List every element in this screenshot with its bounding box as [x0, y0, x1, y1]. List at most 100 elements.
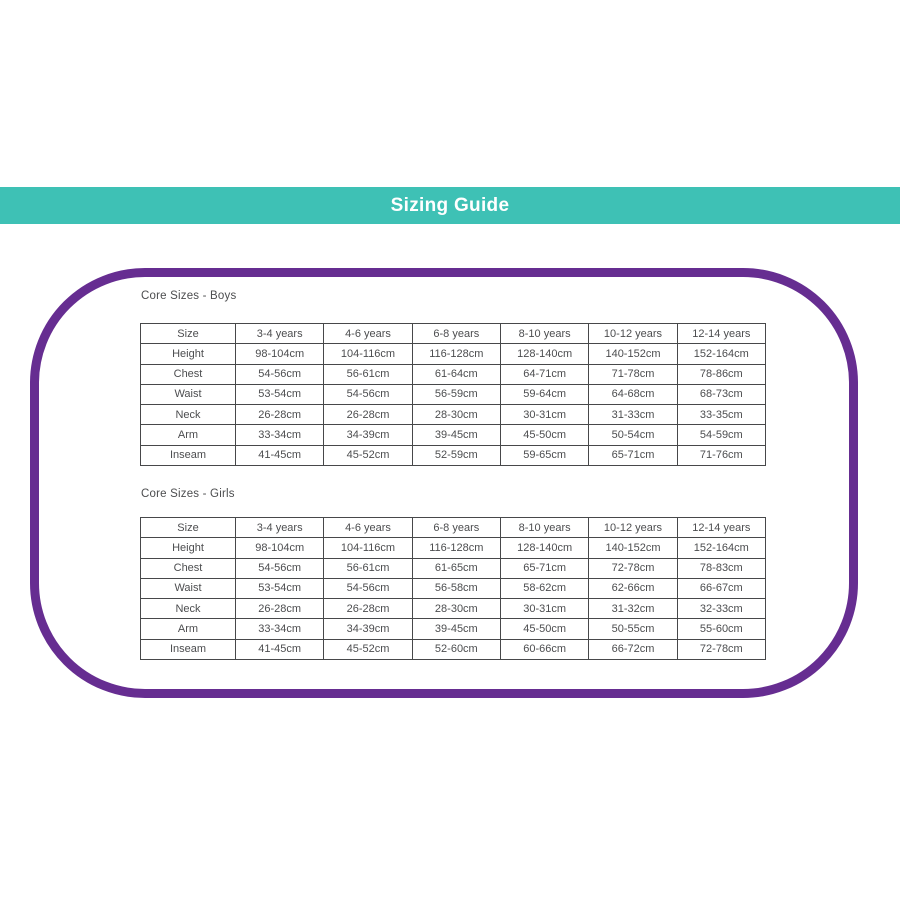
table-cell: 54-56cm [234, 363, 325, 385]
table-cell: 54-59cm [676, 424, 767, 446]
table-cell: 78-86cm [676, 363, 767, 385]
table-cell: 71-78cm [588, 363, 678, 385]
table-cell: 39-45cm [411, 618, 501, 640]
table-header-cell: 8-10 years [499, 322, 590, 345]
table-cell: 59-65cm [499, 444, 590, 467]
table-row: Inseam 41-45cm 45-52cm 52-59cm 59-65cm 65-71c… [140, 444, 767, 467]
table-cell: 32-33cm [676, 598, 767, 620]
page-title: Sizing Guide [390, 194, 510, 216]
row-label-cell: Arm [140, 618, 236, 640]
table-header-cell: 10-12 years [588, 516, 678, 539]
table-cell: 26-28cm [234, 404, 325, 426]
table-cell: 41-45cm [234, 638, 325, 661]
table-cell: 65-71cm [499, 557, 590, 579]
table-row: Waist 53-54cm 54-56cm 56-59cm 59-64cm 64-68cm… [140, 383, 767, 406]
table-cell: 58-62cm [499, 577, 590, 600]
table-cell: 45-52cm [323, 638, 413, 661]
table-header-cell: 12-14 years [676, 516, 767, 539]
table-row: Neck 26-28cm 26-28cm 28-30cm 30-31cm 31-33cm 3… [140, 404, 767, 426]
table-row: Chest 54-56cm 56-61cm 61-65cm 65-71cm 72-78cm… [140, 557, 767, 579]
table-cell: 28-30cm [411, 404, 501, 426]
row-label-cell: Neck [140, 598, 236, 620]
table-cell: 56-59cm [411, 383, 501, 406]
table-cell: 64-71cm [499, 363, 590, 385]
table-cell: 31-33cm [588, 404, 678, 426]
table-cell: 64-68cm [588, 383, 678, 406]
table-header-cell: 4-6 years [323, 322, 413, 345]
table-cell: 104-116cm [323, 343, 413, 365]
table-header-cell: 10-12 years [588, 322, 678, 345]
table-header-cell: 3-4 years [234, 322, 325, 345]
table-cell: 104-116cm [323, 537, 413, 559]
table-cell: 66-72cm [588, 638, 678, 661]
table-cell: 72-78cm [588, 557, 678, 579]
table-cell: 56-58cm [411, 577, 501, 600]
girls-section-title: Core Sizes - Girls [141, 488, 235, 500]
table-cell: 54-56cm [323, 383, 413, 406]
table-row: Height 98-104cm 104-116cm 116-128cm 128-140c… [140, 537, 767, 559]
table-cell: 26-28cm [323, 598, 413, 620]
table-cell: 128-140cm [499, 343, 590, 365]
boys-section-title: Core Sizes - Boys [141, 290, 237, 302]
table-cell: 152-164cm [676, 537, 767, 559]
table-cell: 30-31cm [499, 404, 590, 426]
table-cell: 98-104cm [234, 537, 325, 559]
table-cell: 53-54cm [234, 577, 325, 600]
table-header-cell: 4-6 years [323, 516, 413, 539]
table-header-row: Size 3-4 years 4-6 years 6-8 years 8-10 year… [140, 322, 767, 345]
table-header-cell: 3-4 years [234, 516, 325, 539]
table-cell: 52-60cm [411, 638, 501, 661]
row-label-cell: Inseam [140, 444, 236, 467]
table-cell: 50-54cm [588, 424, 678, 446]
table-cell: 59-64cm [499, 383, 590, 406]
table-cell: 72-78cm [676, 638, 767, 661]
table-cell: 54-56cm [323, 577, 413, 600]
row-label-cell: Height [140, 537, 236, 559]
table-cell: 33-34cm [234, 618, 325, 640]
row-label-cell: Chest [140, 557, 236, 579]
row-label-cell: Height [140, 343, 236, 365]
table-row: Waist 53-54cm 54-56cm 56-58cm 58-62cm 62-66cm… [140, 577, 767, 600]
row-label-cell: Chest [140, 363, 236, 385]
table-cell: 34-39cm [323, 618, 413, 640]
table-cell: 33-35cm [676, 404, 767, 426]
table-header-cell: Size [140, 516, 236, 539]
table-cell: 116-128cm [411, 537, 501, 559]
table-cell: 65-71cm [588, 444, 678, 467]
table-cell: 66-67cm [676, 577, 767, 600]
row-label-cell: Waist [140, 383, 236, 406]
table-cell: 128-140cm [499, 537, 590, 559]
row-label-cell: Waist [140, 577, 236, 600]
table-cell: 28-30cm [411, 598, 501, 620]
row-label-cell: Neck [140, 404, 236, 426]
table-cell: 34-39cm [323, 424, 413, 446]
table-cell: 39-45cm [411, 424, 501, 446]
table-cell: 54-56cm [234, 557, 325, 579]
table-cell: 152-164cm [676, 343, 767, 365]
table-cell: 140-152cm [588, 343, 678, 365]
table-cell: 61-64cm [411, 363, 501, 385]
rounded-purple-frame [30, 268, 858, 698]
boys-size-table: Size 3-4 years 4-6 years 6-8 years 8-10 year… [140, 322, 767, 467]
table-cell: 98-104cm [234, 343, 325, 365]
table-cell: 26-28cm [234, 598, 325, 620]
table-cell: 41-45cm [234, 444, 325, 467]
row-label-cell: Arm [140, 424, 236, 446]
table-cell: 78-83cm [676, 557, 767, 579]
table-header-row: Size 3-4 years 4-6 years 6-8 years 8-10 year… [140, 516, 767, 539]
table-cell: 52-59cm [411, 444, 501, 467]
table-cell: 56-61cm [323, 363, 413, 385]
table-row: Height 98-104cm 104-116cm 116-128cm 128-140c… [140, 343, 767, 365]
table-header-cell: 12-14 years [676, 322, 767, 345]
table-cell: 60-66cm [499, 638, 590, 661]
table-cell: 55-60cm [676, 618, 767, 640]
table-header-cell: 8-10 years [499, 516, 590, 539]
table-cell: 45-50cm [499, 424, 590, 446]
table-row: Arm 33-34cm 34-39cm 39-45cm 45-50cm 50-55cm 55… [140, 618, 767, 640]
girls-size-table: Size 3-4 years 4-6 years 6-8 years 8-10 year… [140, 516, 767, 661]
table-cell: 33-34cm [234, 424, 325, 446]
table-row: Chest 54-56cm 56-61cm 61-64cm 64-71cm 71-78cm… [140, 363, 767, 385]
table-cell: 26-28cm [323, 404, 413, 426]
table-cell: 45-50cm [499, 618, 590, 640]
